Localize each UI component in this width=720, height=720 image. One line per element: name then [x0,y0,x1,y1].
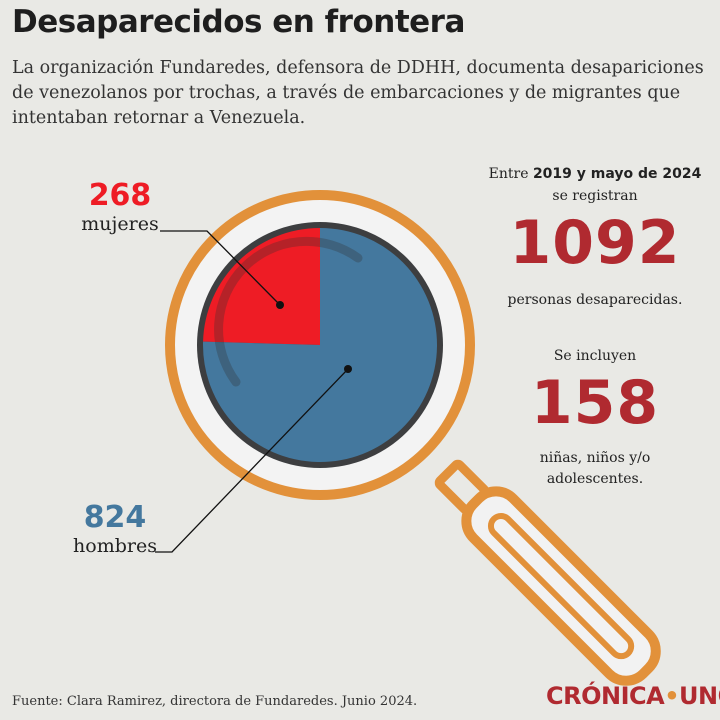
cronica-uno-logo: CRÓNICA•UNO [546,682,720,710]
magnifier-handle [434,459,661,686]
subtitle: La organización Fundaredes, defensora de… [12,58,704,128]
page-title: Desaparecidos en frontera [12,4,465,40]
leader-hombres [155,368,349,553]
minors-number: 158 [530,368,660,438]
marker-hombres [344,365,352,373]
total-caption: personas desaparecidas. [507,292,683,308]
pie-slice-hombres [203,228,438,462]
leader-mujeres [160,230,281,306]
period-line: Entre 2019 y mayo de 2024 [480,166,710,182]
value-mujeres: 268 [88,178,152,213]
value-hombres: 824 [83,500,147,535]
source-footer: Fuente: Clara Ramirez, directora de Fund… [12,694,418,709]
leader-lines [155,230,349,553]
category-hombres: hombres [73,535,157,557]
period-prefix: Entre [488,166,533,182]
registered-text: se registran [552,188,638,204]
period-bold: 2019 y mayo de 2024 [532,166,702,182]
includes-text: Se incluyen [553,348,637,364]
minors-caption-2: adolescentes. [546,471,644,487]
label-mujeres: 268 mujeres [70,178,170,235]
label-hombres: 824 hombres [60,500,170,557]
category-mujeres: mujeres [81,213,159,235]
minors-caption-1: niñas, niños y/o [539,450,651,466]
total-number: 1092 [509,208,681,278]
marker-mujeres [276,301,284,309]
